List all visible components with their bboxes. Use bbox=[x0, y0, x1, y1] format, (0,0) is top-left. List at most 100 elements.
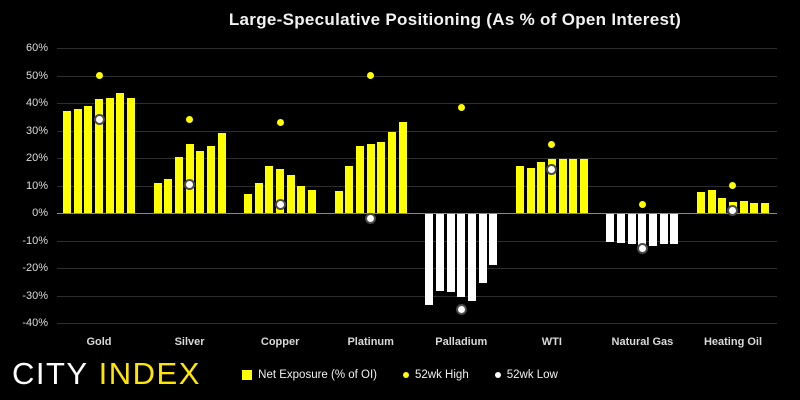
legend-item-52wk-high: 52wk High bbox=[403, 369, 469, 381]
net-exposure-bar-platinum bbox=[356, 145, 365, 213]
net-exposure-bar-heating-oil bbox=[696, 192, 705, 213]
net-exposure-bar-natural-gas bbox=[627, 214, 636, 245]
net-exposure-bar-platinum bbox=[398, 122, 407, 213]
high-52wk-dot-silver bbox=[186, 116, 194, 123]
net-exposure-bar-gold bbox=[116, 93, 125, 213]
low-52wk-dot-silver bbox=[184, 178, 196, 190]
legend-item-net-exposure: Net Exposure (% of OI) bbox=[242, 369, 377, 381]
gridline bbox=[57, 240, 777, 242]
net-exposure-bar-copper bbox=[276, 169, 285, 213]
y-axis-label: -20% bbox=[22, 262, 48, 274]
low-52wk-dot-copper bbox=[274, 199, 286, 211]
x-axis-label-wti: WTI bbox=[541, 336, 562, 348]
net-exposure-bar-gold bbox=[63, 111, 71, 213]
y-axis-label: -40% bbox=[22, 317, 48, 329]
legend: Net Exposure (% of OI) 52wk High 52wk Lo… bbox=[0, 369, 800, 381]
gridline bbox=[57, 323, 777, 324]
net-exposure-bar-wti bbox=[547, 159, 556, 213]
net-exposure-bar-platinum bbox=[377, 141, 386, 213]
net-exposure-bar-silver bbox=[217, 133, 226, 213]
x-axis-label-natural-gas: Natural Gas bbox=[611, 336, 674, 348]
net-exposure-bar-palladium bbox=[457, 214, 466, 297]
y-axis-label: 40% bbox=[25, 97, 48, 109]
net-exposure-bar-wti bbox=[526, 167, 535, 213]
y-axis-label: 0% bbox=[32, 207, 48, 219]
low-52wk-dot-heating-oil bbox=[727, 204, 739, 216]
net-exposure-bar-copper bbox=[265, 166, 274, 213]
net-exposure-bar-copper bbox=[297, 185, 306, 213]
net-exposure-bar-palladium bbox=[425, 214, 434, 305]
gridline bbox=[57, 295, 777, 297]
net-exposure-bar-platinum bbox=[334, 191, 343, 213]
high-52wk-dot-platinum bbox=[367, 72, 375, 79]
gridline bbox=[57, 130, 777, 132]
net-exposure-bar-palladium bbox=[467, 214, 476, 301]
logo-text-index: INDEX bbox=[98, 356, 201, 391]
net-exposure-bar-palladium bbox=[446, 214, 455, 293]
y-axis-label: 20% bbox=[25, 152, 48, 164]
net-exposure-bar-heating-oil bbox=[739, 200, 748, 213]
y-axis-label: -10% bbox=[22, 234, 48, 247]
chart-title: Large-Speculative Positioning (As % of O… bbox=[228, 10, 682, 29]
net-exposure-bar-wti bbox=[558, 159, 567, 213]
legend-label-net-exposure: Net Exposure (% of OI) bbox=[258, 369, 378, 381]
y-axis-label: 30% bbox=[25, 124, 48, 137]
gridline bbox=[57, 103, 777, 104]
gridline bbox=[57, 158, 777, 159]
net-exposure-bar-natural-gas bbox=[670, 214, 679, 245]
net-exposure-swatch-icon bbox=[242, 370, 253, 380]
x-axis-label-silver: Silver bbox=[174, 336, 205, 348]
low-52wk-dot-natural-gas bbox=[636, 243, 648, 255]
net-exposure-bar-palladium bbox=[435, 214, 444, 291]
legend-label-52wk-high: 52wk High bbox=[415, 369, 469, 381]
net-exposure-bar-silver bbox=[206, 145, 215, 213]
net-exposure-bar-natural-gas bbox=[617, 214, 626, 243]
net-exposure-bar-natural-gas bbox=[606, 214, 615, 242]
x-axis-label-gold: Gold bbox=[86, 336, 112, 348]
net-exposure-bar-copper bbox=[286, 174, 295, 213]
net-exposure-bar-natural-gas bbox=[649, 214, 658, 246]
low-52wk-dot-palladium bbox=[455, 303, 467, 315]
y-axis-label: -30% bbox=[22, 289, 48, 302]
net-exposure-bar-gold bbox=[73, 108, 82, 213]
net-exposure-bar-silver bbox=[153, 182, 162, 213]
legend-item-52wk-low: 52wk Low bbox=[494, 369, 558, 381]
net-exposure-bar-silver bbox=[196, 151, 205, 213]
net-exposure-bar-heating-oil bbox=[707, 189, 716, 213]
net-exposure-bar-palladium bbox=[478, 214, 487, 283]
x-axis-label-platinum: Platinum bbox=[347, 336, 394, 348]
net-exposure-bar-copper bbox=[254, 182, 263, 213]
y-axis-label: 60% bbox=[25, 42, 48, 54]
y-axis-label: 50% bbox=[25, 69, 48, 82]
high-52wk-dot-natural-gas bbox=[638, 201, 646, 209]
x-axis-label-palladium: Palladium bbox=[435, 336, 488, 348]
high-52wk-dot-heating-oil bbox=[729, 182, 737, 189]
x-axis-label-copper: Copper bbox=[260, 336, 300, 348]
legend-label-52wk-low: 52wk Low bbox=[506, 369, 558, 381]
net-exposure-bar-silver bbox=[174, 156, 183, 213]
net-exposure-bar-heating-oil bbox=[750, 203, 759, 213]
net-exposure-bar-gold bbox=[127, 97, 136, 213]
gridline bbox=[57, 75, 777, 77]
gridline bbox=[57, 48, 777, 49]
high-52wk-dot-gold bbox=[95, 72, 103, 79]
net-exposure-bar-platinum bbox=[366, 144, 375, 213]
net-exposure-bar-gold bbox=[105, 97, 114, 213]
net-exposure-bar-palladium bbox=[489, 214, 498, 265]
net-exposure-bar-copper bbox=[244, 193, 253, 213]
high-52wk-dot-palladium bbox=[457, 103, 465, 111]
y-axis-label: 10% bbox=[25, 179, 48, 192]
zero-line bbox=[57, 213, 777, 214]
net-exposure-bar-copper bbox=[308, 189, 317, 213]
gridline bbox=[57, 268, 777, 269]
net-exposure-bar-gold bbox=[84, 105, 93, 213]
net-exposure-bar-gold bbox=[95, 98, 103, 213]
high-dot-icon bbox=[403, 372, 410, 378]
net-exposure-bar-wti bbox=[537, 162, 546, 213]
net-exposure-bar-wti bbox=[569, 159, 578, 213]
net-exposure-bar-natural-gas bbox=[638, 214, 647, 247]
low-dot-icon bbox=[494, 372, 501, 378]
low-52wk-dot-platinum bbox=[365, 213, 377, 224]
